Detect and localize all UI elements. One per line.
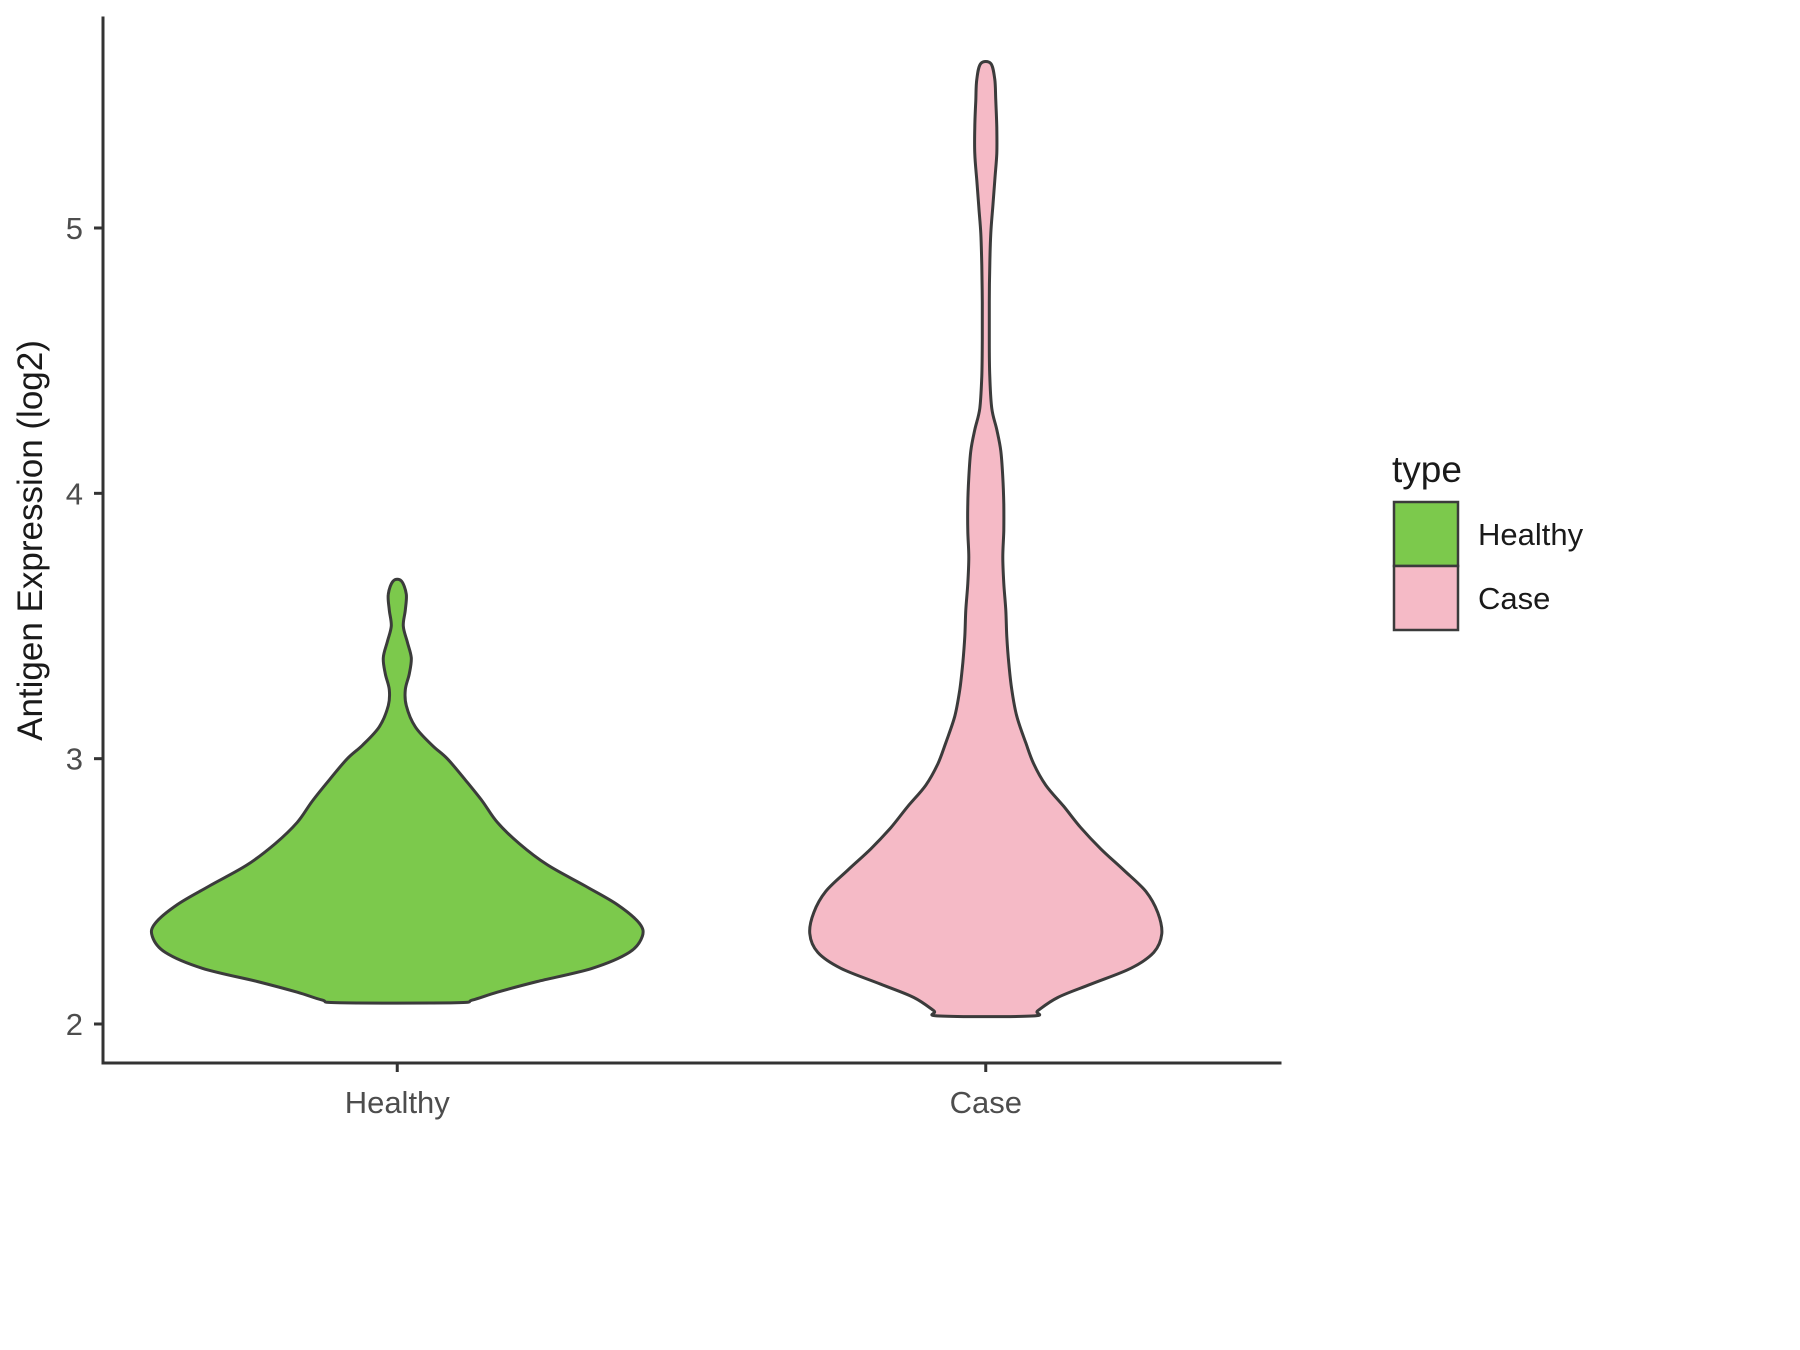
legend-key-healthy xyxy=(1392,500,1460,568)
y-tick-label: 3 xyxy=(66,742,83,777)
x-tick-label-case: Case xyxy=(950,1085,1022,1120)
legend: type Healthy Case xyxy=(1392,449,1584,632)
y-tick-label: 5 xyxy=(66,211,83,246)
violin-case xyxy=(808,60,1164,1019)
x-tick-label-healthy: Healthy xyxy=(345,1085,451,1120)
y-axis-title: Antigen Expression (log2) xyxy=(11,340,50,741)
legend-title: type xyxy=(1392,449,1462,490)
legend-key-case xyxy=(1392,564,1460,632)
violin-healthy xyxy=(149,577,645,1005)
legend-label-case: Case xyxy=(1478,581,1550,616)
y-tick-label: 2 xyxy=(66,1007,83,1042)
y-tick-label: 4 xyxy=(66,476,83,511)
legend-label-healthy: Healthy xyxy=(1478,517,1584,552)
